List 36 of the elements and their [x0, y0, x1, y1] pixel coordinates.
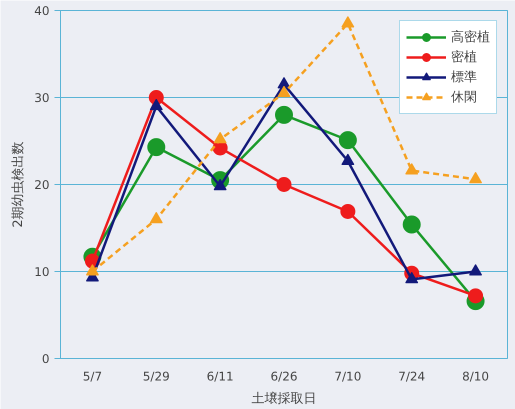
y-tick-label: 40 [34, 4, 50, 18]
point [469, 172, 482, 184]
x-tick-label: 6/26 [270, 370, 298, 384]
point [341, 16, 354, 28]
point [405, 163, 418, 175]
point [341, 154, 354, 165]
y-tick-label: 20 [34, 178, 50, 192]
legend-label: 標準 [451, 69, 477, 86]
point [278, 86, 290, 98]
point [275, 106, 293, 124]
x-tick-label: 7/10 [334, 370, 362, 384]
y-axis-title: 2期幼虫検出数 [11, 141, 26, 228]
y-tick-label: 10 [34, 265, 50, 279]
x-tick-label: 7/24 [398, 370, 426, 384]
point [402, 216, 421, 234]
point [214, 132, 227, 144]
point [147, 138, 166, 156]
point [86, 264, 99, 276]
legend-label: 高密植 [451, 29, 490, 46]
x-tick-label: 5/29 [142, 370, 170, 384]
point [276, 177, 292, 192]
point [469, 264, 482, 276]
point [338, 131, 357, 150]
legend-label: 休閑 [451, 89, 477, 106]
point [340, 204, 356, 219]
x-tick-label: 6/11 [206, 370, 234, 384]
point [405, 272, 418, 284]
y-tick-label: 0 [42, 352, 50, 366]
x-axis-title: 土壌採取日 [252, 390, 316, 406]
y-tick-label: 30 [34, 91, 50, 105]
point [468, 288, 484, 304]
x-tick-label: 5/7 [82, 370, 102, 384]
legend-label: 密植 [451, 49, 477, 66]
point [150, 98, 163, 110]
x-tick-label: 8/10 [462, 370, 490, 384]
point [150, 212, 163, 224]
